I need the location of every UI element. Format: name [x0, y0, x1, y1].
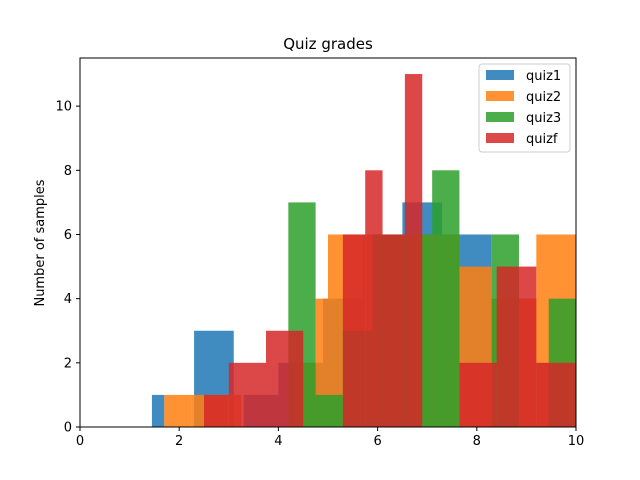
bar-quiz2-3	[315, 298, 328, 427]
legend-label-quiz1: quiz1	[526, 69, 561, 84]
bar-quizf-8	[496, 266, 514, 427]
y-tick-label: 8	[64, 164, 72, 179]
bar-quiz3-5	[432, 170, 460, 427]
y-tick-label: 4	[64, 292, 72, 307]
legend-swatch-quiz3	[486, 112, 514, 122]
x-tick-label: 6	[373, 434, 381, 449]
y-axis-label: Number of samples	[33, 179, 48, 306]
bar-quizf-2	[266, 330, 304, 427]
x-tick-label: 10	[568, 434, 585, 449]
x-axis: 0 2 4 6 8 10	[76, 427, 584, 449]
x-tick-label: 0	[76, 434, 84, 449]
legend-box	[478, 63, 571, 153]
legend-label-quiz3: quiz3	[526, 111, 561, 126]
bar-quiz3-1	[315, 394, 343, 427]
x-tick-label: 2	[175, 434, 183, 449]
bar-quiz2-0	[164, 394, 192, 427]
bar-quizf-6	[404, 74, 423, 427]
bar-quizf-0	[204, 394, 229, 427]
x-tick-label: 8	[473, 434, 481, 449]
y-tick-label: 10	[55, 100, 72, 115]
bar-quizf-7	[459, 362, 497, 427]
legend-swatch-quiz1	[486, 70, 514, 80]
bar-quizf-3	[342, 234, 366, 427]
bar-quizf-9	[514, 266, 537, 427]
y-tick-label: 6	[64, 228, 72, 243]
bars-group	[151, 74, 576, 427]
y-axis: 0 2 4 6 8 10	[55, 100, 80, 436]
bar-quizf-4	[365, 170, 383, 427]
legend-swatch-quiz2	[486, 91, 514, 101]
legend-label-quiz2: quiz2	[526, 90, 561, 105]
x-tick-label: 4	[274, 434, 282, 449]
bar-quizf-1	[228, 362, 266, 427]
legend: quiz1 quiz2 quiz3 quizf	[478, 63, 571, 153]
legend-swatch-quizf	[486, 133, 514, 143]
bar-quizf-10	[536, 362, 576, 427]
y-tick-label: 0	[64, 421, 72, 436]
plot-frame	[79, 57, 577, 428]
bar-quiz1-0	[151, 394, 165, 427]
y-tick-label: 2	[64, 356, 72, 371]
bar-quizf-5	[382, 234, 405, 427]
legend-label-quizf: quizf	[526, 132, 558, 147]
chart-title: Quiz grades	[283, 35, 373, 53]
